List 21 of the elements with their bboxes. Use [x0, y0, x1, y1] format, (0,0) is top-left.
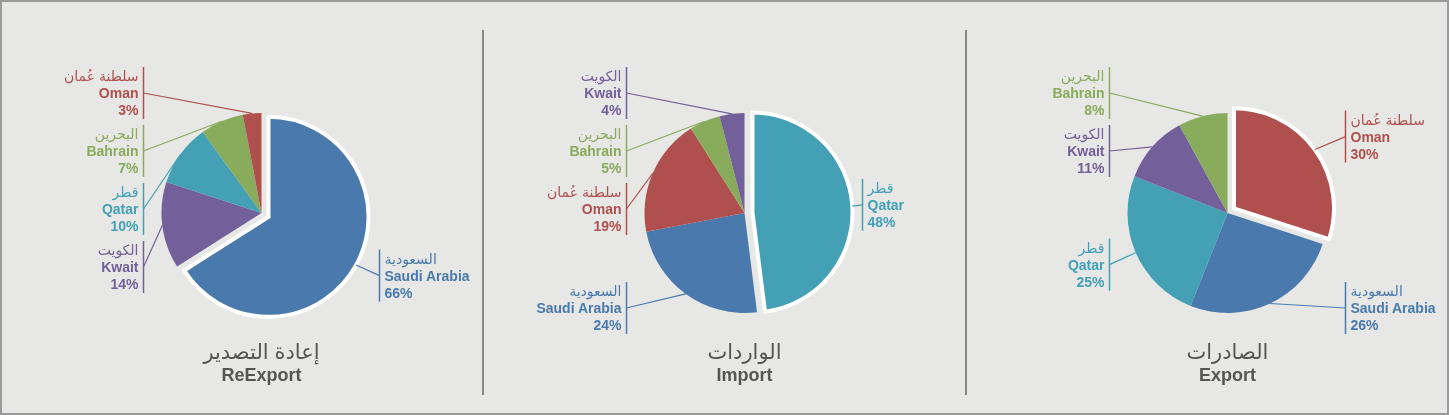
data-label: 66% — [384, 284, 414, 301]
text: Export — [1198, 365, 1257, 385]
text: الواردات — [707, 340, 782, 364]
data-label: 7% — [118, 160, 140, 176]
data-label: 26% — [1350, 317, 1380, 333]
text: ReExport — [221, 365, 302, 385]
data-label: 14% — [110, 276, 140, 292]
data-label: 25% — [1076, 273, 1106, 290]
data-label: 24% — [593, 317, 623, 333]
data-label: 3% — [118, 102, 140, 118]
data-label: 4% — [601, 102, 623, 118]
data-label: 19% — [593, 218, 623, 234]
data-label: 5% — [601, 160, 623, 176]
text: الصادرات — [1186, 340, 1269, 364]
data-label: 8% — [1084, 102, 1106, 118]
text: Import — [716, 365, 773, 385]
data-label: 11% — [1077, 160, 1106, 176]
data-label: 10% — [110, 218, 140, 234]
data-label: 48% — [867, 213, 897, 230]
text: إعادة التصدير — [202, 340, 320, 365]
data-label: 30% — [1350, 145, 1380, 162]
